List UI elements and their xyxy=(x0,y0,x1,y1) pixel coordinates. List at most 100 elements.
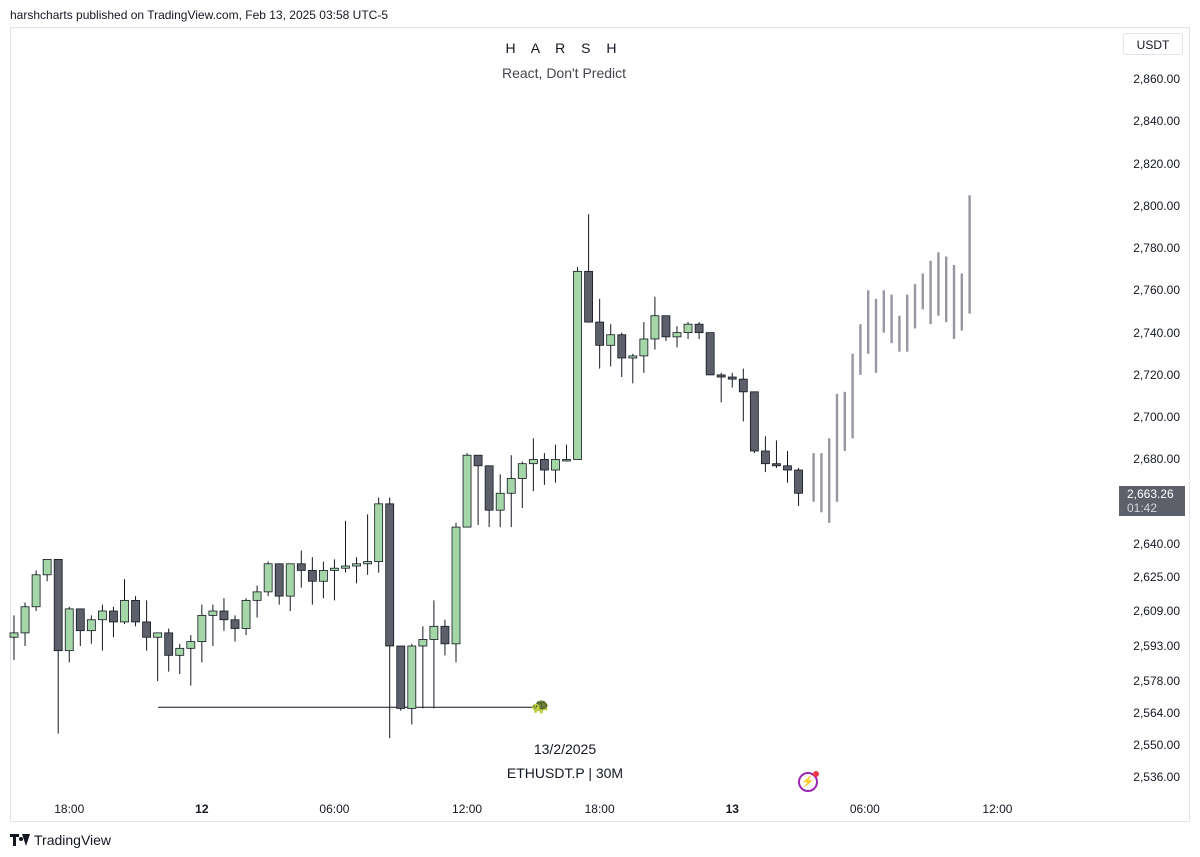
candle-down xyxy=(307,570,317,582)
candle-down xyxy=(131,599,140,623)
candle-up xyxy=(672,332,682,338)
candle-down xyxy=(705,332,715,376)
candle-down xyxy=(661,315,671,338)
turtle-icon: 🐢 xyxy=(531,698,550,715)
x-tick-label: 13 xyxy=(725,802,739,816)
candle-down xyxy=(142,621,152,638)
y-tick-label: 2,800.00 xyxy=(1133,198,1180,213)
candle-down xyxy=(694,323,704,334)
candle-up xyxy=(197,614,207,643)
candle-down xyxy=(716,374,726,378)
candle-up xyxy=(330,567,339,571)
bar-countdown: 01:42 xyxy=(1127,501,1158,515)
chart-frame[interactable] xyxy=(10,27,1190,822)
last-price-tag: 2,663.26 01:42 xyxy=(1119,486,1185,516)
chart-title: H A R S H xyxy=(505,40,623,56)
x-tick-label: 18:00 xyxy=(584,802,615,816)
candle-up xyxy=(573,270,582,460)
candle-up xyxy=(64,608,74,652)
candle-up xyxy=(175,647,185,656)
brand-footer[interactable]: TradingView xyxy=(10,832,111,848)
candle-up xyxy=(186,641,196,649)
candle-down xyxy=(617,334,627,359)
candle-up xyxy=(318,570,328,582)
candle-down xyxy=(761,450,770,465)
candle-up xyxy=(639,338,649,357)
candle-up xyxy=(153,632,163,638)
y-tick-label: 2,640.00 xyxy=(1133,537,1180,551)
y-tick-label: 2,625.00 xyxy=(1133,570,1180,584)
candle-up xyxy=(263,563,273,593)
candle-down xyxy=(109,610,118,623)
y-tick-label: 2,700.00 xyxy=(1133,410,1180,425)
candle-down xyxy=(296,563,306,571)
y-tick-label: 2,860.00 xyxy=(1133,72,1180,86)
candle-up xyxy=(407,645,417,709)
candle-down xyxy=(794,469,803,494)
y-tick-label: 2,536.00 xyxy=(1133,770,1180,784)
y-tick-label: 2,593.00 xyxy=(1133,639,1180,653)
candle-up xyxy=(506,478,516,494)
x-tick-label: 12:00 xyxy=(982,802,1013,816)
candle-up xyxy=(374,503,384,563)
x-tick-label: 12:00 xyxy=(452,802,483,816)
candle-down xyxy=(53,559,63,652)
y-tick-label: 2,550.00 xyxy=(1133,738,1180,752)
flash-icon[interactable]: ⚡ xyxy=(798,771,819,792)
candle-up xyxy=(528,459,538,465)
y-tick-label: 2,840.00 xyxy=(1133,114,1180,129)
candle-up xyxy=(42,559,52,576)
candle-up xyxy=(650,315,660,340)
y-tick-label: 2,760.00 xyxy=(1133,283,1180,298)
candle-down xyxy=(595,321,605,346)
notification-dot xyxy=(813,771,819,777)
candle-down xyxy=(274,563,284,597)
candle-up xyxy=(285,563,295,597)
currency-button[interactable]: USDT xyxy=(1123,33,1183,55)
y-tick-label: 2,740.00 xyxy=(1133,325,1180,340)
candle-up xyxy=(208,610,218,616)
candle-down xyxy=(484,465,494,511)
published-line: harshcharts published on TradingView.com… xyxy=(10,8,388,22)
candle-down xyxy=(219,610,229,621)
candle-down xyxy=(738,378,748,393)
candle-up xyxy=(551,459,560,471)
candle-up xyxy=(341,565,350,569)
y-tick-label: 2,680.00 xyxy=(1133,452,1180,467)
candle-down xyxy=(783,465,792,471)
candle-up xyxy=(418,639,428,647)
candle-up xyxy=(495,492,505,511)
candle-down xyxy=(230,619,240,629)
candle-up xyxy=(429,625,439,640)
candle-down xyxy=(772,463,781,467)
candle-down xyxy=(385,503,395,647)
candle-down xyxy=(540,459,549,471)
y-tick-label: 2,820.00 xyxy=(1133,156,1180,171)
candle-up xyxy=(86,619,96,632)
x-tick-label: 12 xyxy=(195,802,209,816)
candle-up xyxy=(462,454,472,528)
candle-up xyxy=(120,599,129,623)
candle-up xyxy=(98,610,107,621)
y-tick-label: 2,720.00 xyxy=(1133,367,1180,382)
candle-up xyxy=(683,323,693,334)
candle-up xyxy=(628,355,638,359)
tradingview-logo-icon xyxy=(10,834,30,846)
y-tick-label: 2,609.00 xyxy=(1133,604,1180,618)
candle-up xyxy=(20,606,30,634)
chart-subtitle: React, Don't Predict xyxy=(501,65,627,81)
candle-down xyxy=(749,391,759,452)
x-tick-label: 18:00 xyxy=(54,802,85,816)
candle-up xyxy=(31,574,41,608)
candle-down xyxy=(396,645,406,709)
candle-up xyxy=(9,632,19,638)
candle-up xyxy=(606,334,616,346)
candle-up xyxy=(451,526,461,645)
candle-down xyxy=(473,454,483,467)
watermark-date: 13/2/2025 xyxy=(533,741,597,757)
candle-down xyxy=(440,625,450,645)
candle-up xyxy=(252,591,262,601)
candle-up xyxy=(352,563,361,567)
candle-up xyxy=(241,599,251,629)
